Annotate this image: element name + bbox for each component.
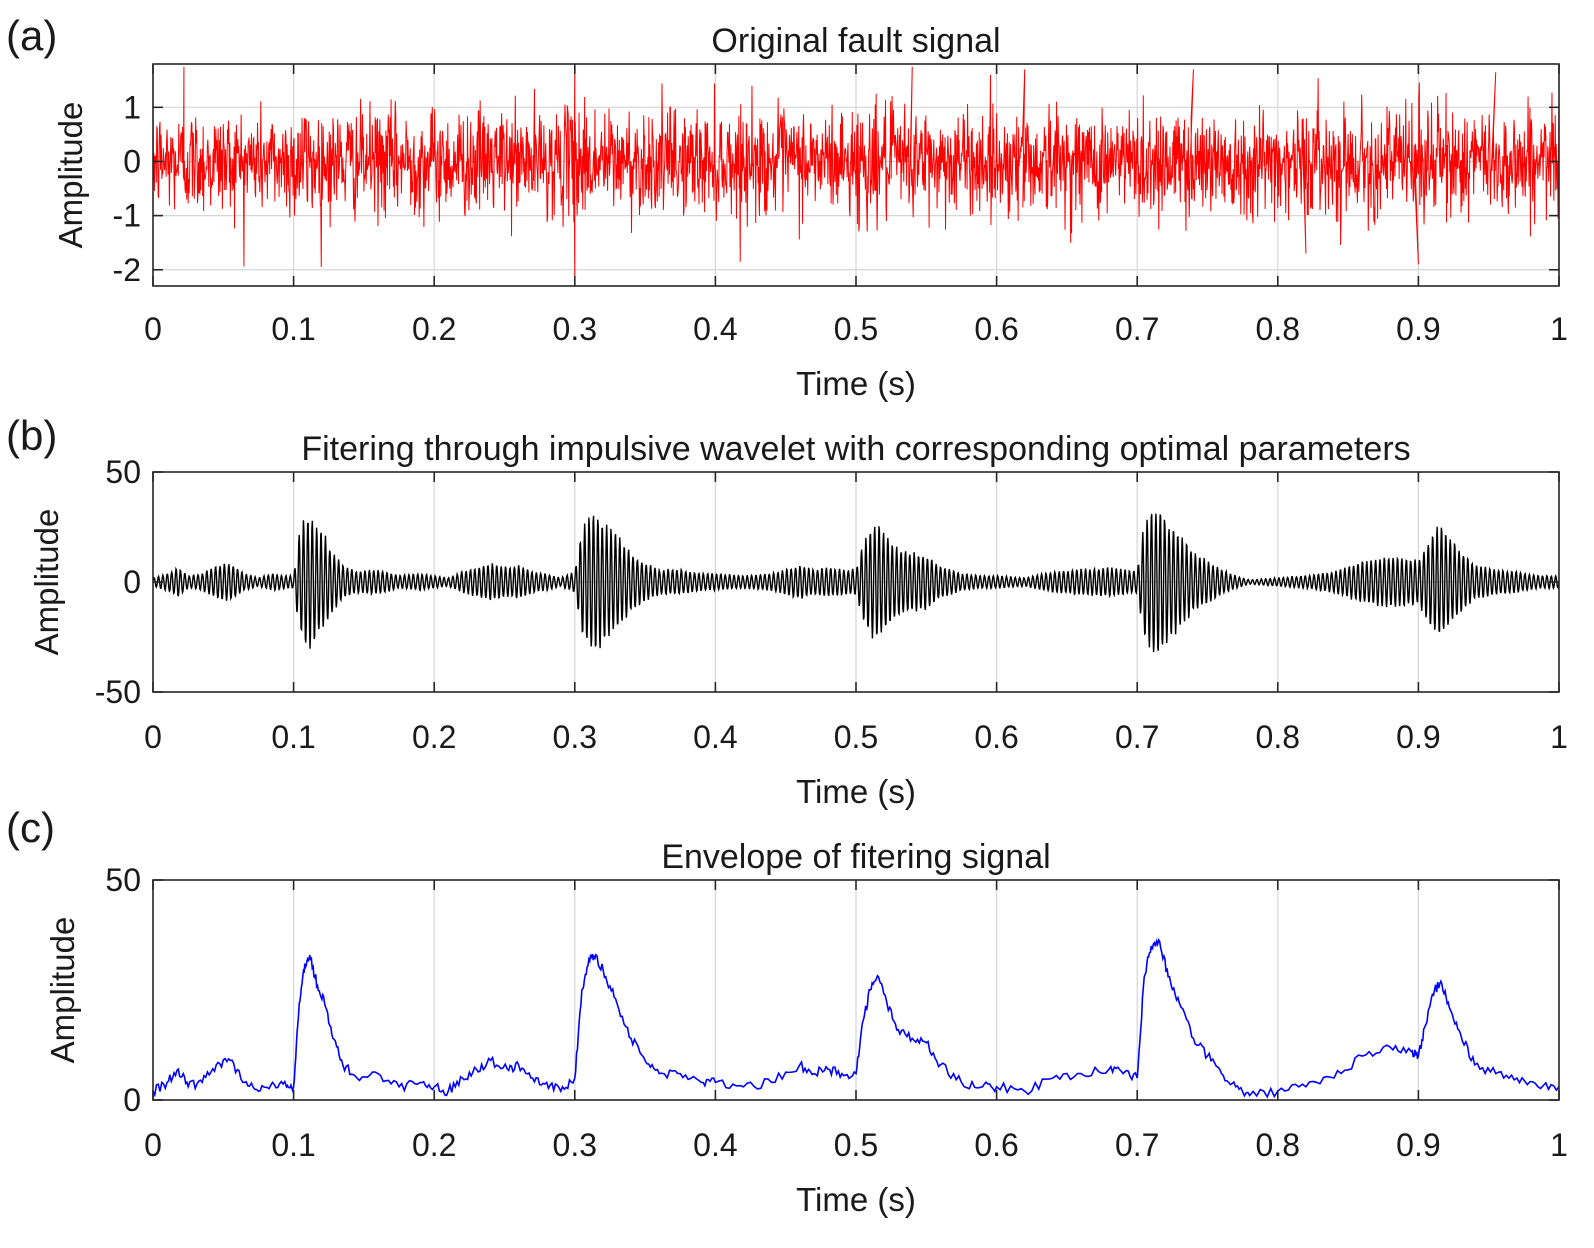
y-tick-label: -2 [113,252,141,288]
x-tick-label: 0.1 [271,719,315,755]
y-tick-label: 1 [123,89,141,125]
x-tick-label: 0.7 [1115,311,1159,347]
x-tick-label: 0.6 [974,719,1018,755]
x-tick-label: 0.7 [1115,719,1159,755]
x-axis-label: Time (s) [796,773,916,810]
x-axis-label: Time (s) [796,1181,916,1218]
panel-label: (b) [6,412,57,459]
series-line [153,66,1559,286]
x-tick-label: 0.4 [693,311,737,347]
y-tick-label: 0 [123,564,141,600]
x-tick-label: 0.1 [271,1127,315,1163]
x-tick-label: 0.9 [1396,1127,1440,1163]
x-tick-label: 0.3 [553,719,597,755]
y-axis-label: Amplitude [28,509,65,656]
y-tick-label: 0 [123,1082,141,1118]
x-tick-label: 0.7 [1115,1127,1159,1163]
x-tick-label: 0.3 [553,311,597,347]
chart-panel-b: (b) Fitering through impulsive wavelet wi… [6,412,1568,810]
chart-title: Original fault signal [711,22,1000,60]
y-axis-label: Amplitude [52,102,89,249]
x-tick-label: 0.8 [1256,719,1300,755]
x-tick-label: 1 [1550,719,1568,755]
x-tick-label: 1 [1550,311,1568,347]
y-tick-label: 50 [105,454,141,490]
x-tick-label: 0.5 [834,1127,878,1163]
panel-label: (a) [6,12,57,59]
y-tick-label: -50 [95,674,141,710]
y-tick-label: 50 [105,862,141,898]
x-tick-label: 0.2 [412,311,456,347]
chart-panel-a: (a) Original fault signal 0 0.1 0.2 0.3 0.4 0.5… [6,12,1568,402]
x-tick-label: 0 [144,1127,162,1163]
x-tick-label: 0 [144,719,162,755]
series-line [153,513,1559,653]
x-tick-label: 0 [144,311,162,347]
x-tick-label: 0.4 [693,1127,737,1163]
panel-label: (c) [6,804,55,851]
x-tick-label: 0.4 [693,719,737,755]
x-tick-label: 0.6 [974,1127,1018,1163]
chart-title: Fitering through impulsive wavelet with … [301,430,1410,468]
x-tick-label: 0.9 [1396,719,1440,755]
x-tick-label: 0.5 [834,311,878,347]
chart-panel-c: (c) Envelope of fitering signal 0 0.1 0.2 0.3… [6,804,1568,1218]
x-tick-label: 0.9 [1396,311,1440,347]
x-tick-label: 0.6 [974,311,1018,347]
series-line [153,938,1559,1099]
x-tick-label: 0.2 [412,1127,456,1163]
x-tick-label: 0.8 [1256,311,1300,347]
x-tick-label: 1 [1550,1127,1568,1163]
y-axis-label: Amplitude [44,917,81,1064]
y-tick-label: 0 [123,143,141,179]
x-tick-label: 0.1 [271,311,315,347]
x-tick-label: 0.5 [834,719,878,755]
y-tick-label: -1 [113,198,141,234]
x-tick-label: 0.2 [412,719,456,755]
chart-title: Envelope of fitering signal [661,838,1050,876]
x-axis-label: Time (s) [796,365,916,402]
x-tick-label: 0.3 [553,1127,597,1163]
x-tick-label: 0.8 [1256,1127,1300,1163]
